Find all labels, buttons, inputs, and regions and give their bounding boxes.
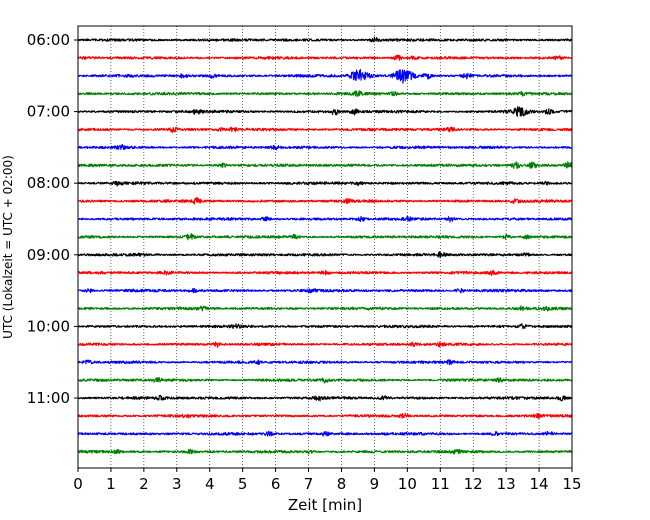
y-tick-label: 09:00 xyxy=(27,246,70,264)
x-tick-label: 13 xyxy=(497,475,516,493)
y-axis-ticks: 06:00 07:00 08:00 09:00 10:00 11:00 xyxy=(27,31,78,407)
trace-1130 xyxy=(77,430,573,437)
x-tick-label: 7 xyxy=(304,475,314,493)
trace-1030 xyxy=(77,359,573,366)
x-tick-label: 15 xyxy=(562,475,581,493)
trace-0600 xyxy=(77,36,573,43)
trace-0915 xyxy=(77,269,573,276)
trace-1100 xyxy=(77,394,573,402)
x-tick-label: 10 xyxy=(398,475,417,493)
trace-1000 xyxy=(77,323,573,330)
y-tick-label: 10:00 xyxy=(27,317,70,335)
x-tick-label: 11 xyxy=(431,475,450,493)
trace-0745 xyxy=(77,161,573,169)
y-tick-label: 11:00 xyxy=(27,389,70,407)
x-tick-label: 0 xyxy=(73,475,83,493)
trace-0630 xyxy=(77,68,573,84)
x-tick-label: 2 xyxy=(139,475,149,493)
x-tick-label: 8 xyxy=(337,475,347,493)
trace-0945 xyxy=(77,305,573,312)
trace-0645 xyxy=(77,90,573,97)
trace-0830 xyxy=(77,215,573,223)
trace-0800 xyxy=(77,180,573,187)
trace-0715 xyxy=(77,126,573,134)
x-tick-label: 9 xyxy=(370,475,380,493)
x-axis-ticks: 0 1 2 3 4 5 6 7 8 9 10 11 12 13 14 15 xyxy=(73,468,582,493)
trace-0700 xyxy=(77,106,573,117)
trace-0730 xyxy=(77,143,573,151)
x-tick-label: 6 xyxy=(271,475,281,493)
y-tick-label: 06:00 xyxy=(27,31,70,49)
y-tick-label: 07:00 xyxy=(27,103,70,121)
trace-0845 xyxy=(77,233,573,241)
trace-0900 xyxy=(77,250,573,259)
x-tick-label: 3 xyxy=(172,475,182,493)
trace-0930 xyxy=(77,287,573,294)
x-tick-label: 12 xyxy=(464,475,483,493)
trace-0815 xyxy=(77,196,573,205)
x-tick-label: 5 xyxy=(238,475,248,493)
trace-1015 xyxy=(77,341,573,348)
y-tick-label: 08:00 xyxy=(27,174,70,192)
x-tick-label: 4 xyxy=(205,475,215,493)
plot-background xyxy=(78,26,572,468)
plot-frame xyxy=(77,25,573,469)
trace-1045 xyxy=(77,376,573,384)
trace-0615 xyxy=(77,54,573,61)
x-axis-label: Zeit [min] xyxy=(288,496,362,514)
seismogram-traces xyxy=(77,36,573,455)
y-axis-label: UTC (Lokalzeit = UTC + 02:00) xyxy=(1,155,15,339)
trace-1145 xyxy=(77,448,573,455)
x-tick-label: 14 xyxy=(530,475,549,493)
x-tick-label: 1 xyxy=(106,475,116,493)
trace-1115 xyxy=(77,412,573,419)
